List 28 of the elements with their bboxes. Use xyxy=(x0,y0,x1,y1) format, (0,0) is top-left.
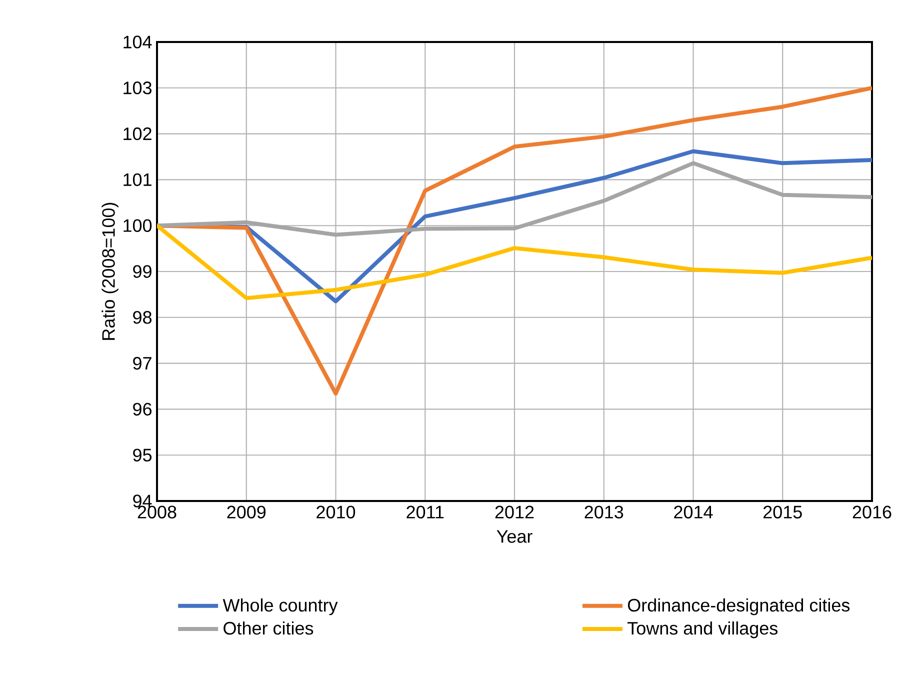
legend-label: Ordinance-designated cities xyxy=(628,598,850,616)
x-tick-label: 2008 xyxy=(138,506,176,518)
x-tick-label: 2013 xyxy=(584,506,624,518)
x-tick-label: 2015 xyxy=(764,506,802,518)
legend-label: Other cities xyxy=(224,621,314,635)
x-tick-label: 2011 xyxy=(406,506,444,518)
y-tick-label: 96 xyxy=(133,402,152,416)
y-tick-label: 103 xyxy=(124,82,152,94)
line-series xyxy=(157,224,872,300)
x-tick-label: 2010 xyxy=(316,506,356,518)
y-tick-label: 97 xyxy=(133,356,152,370)
y-tick-label: 95 xyxy=(133,448,152,462)
x-tick-label: 2012 xyxy=(495,506,534,518)
legend-label: Whole country xyxy=(222,598,338,616)
y-tick-label: 94 xyxy=(133,494,152,508)
y-tick-label: 102 xyxy=(124,127,152,140)
x-tick-label: 2016 xyxy=(852,506,892,518)
y-tick-label: 104 xyxy=(124,36,152,48)
line-series xyxy=(157,161,872,237)
x-tick-label: 2009 xyxy=(227,506,266,518)
y-tick-label: 98 xyxy=(133,311,152,324)
legend-label: Towns and villages xyxy=(628,621,778,638)
x-axis-title: Year xyxy=(496,530,532,543)
y-tick-label: 101 xyxy=(124,173,152,186)
y-tick-label: 99 xyxy=(133,265,152,278)
y-tick-label: 100 xyxy=(124,219,152,232)
y-axis-title: Ratio (2008=100) xyxy=(102,202,118,340)
x-tick-label: 2014 xyxy=(674,506,713,518)
